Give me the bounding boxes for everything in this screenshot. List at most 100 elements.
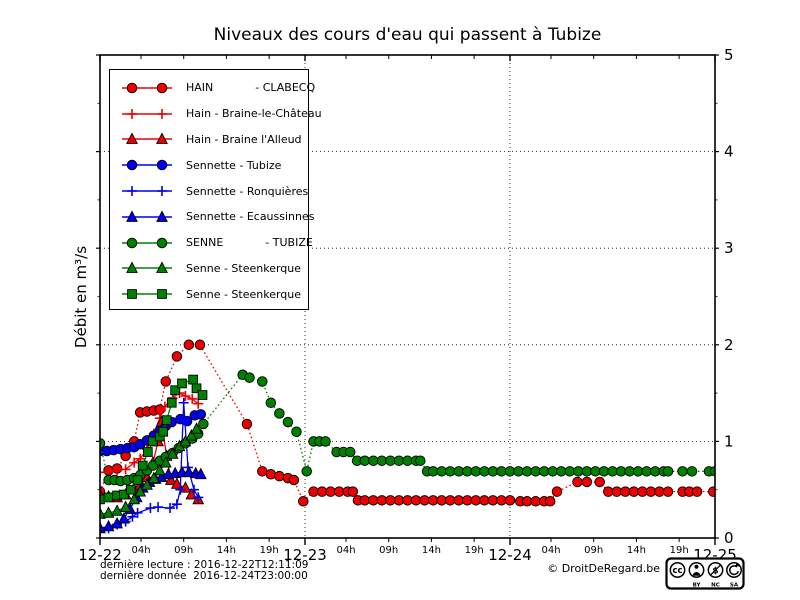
legend-label: Sennette - Tubize (186, 158, 282, 172)
legend-sample-circle-icon (122, 160, 172, 171)
y-tick-label: 3 (724, 239, 734, 257)
circle-marker-icon (345, 446, 356, 458)
circle-marker-icon (241, 418, 253, 430)
legend-item-8: Senne - Steenkerque (110, 281, 308, 307)
square-marker-icon (158, 426, 169, 437)
triangle-marker-icon (100, 521, 106, 534)
circle-marker-icon (551, 486, 563, 497)
square-marker-icon (137, 460, 148, 471)
triangle-marker-icon (128, 492, 141, 505)
cc-license-badge: cc $ BY NC SA (665, 557, 745, 590)
triangle-marker-icon (111, 504, 124, 516)
circle-marker-icon (274, 408, 285, 419)
circle-marker-icon (156, 82, 168, 94)
square-marker-icon (177, 378, 187, 389)
x-minor-tick-label: 09h (584, 545, 603, 556)
y-tick-label: 1 (724, 432, 734, 450)
circle-marker-icon (183, 339, 195, 351)
triangle-marker-icon (119, 500, 132, 512)
triangle-marker-icon (126, 210, 138, 222)
circle-marker-icon (301, 466, 312, 477)
circle-marker-icon (244, 372, 255, 383)
series-7 (100, 422, 203, 519)
legend-sample-triangle-icon (122, 210, 172, 222)
legend-item-4: Sennette - Ronquières (110, 178, 308, 204)
triangle-marker-icon (153, 463, 166, 476)
plus-marker-icon (145, 503, 156, 514)
circle-marker-icon (198, 418, 209, 430)
triangle-marker-icon (179, 434, 192, 447)
x-major-tick-label: 12-23 (283, 546, 327, 564)
cc-badge-frame (665, 557, 745, 590)
triangle-marker-icon (102, 506, 115, 518)
square-marker-icon (142, 447, 153, 457)
square-marker-icon (103, 492, 114, 503)
circle-marker-icon (347, 486, 359, 497)
y-tick-label: 4 (724, 143, 734, 161)
plus-marker-icon (157, 186, 167, 197)
triangle-marker-icon (102, 519, 115, 532)
x-minor-tick-label: 04h (131, 545, 150, 556)
circle-marker-icon (709, 466, 715, 477)
circle-marker-icon (594, 476, 605, 488)
plus-marker-icon (193, 398, 204, 409)
circle-marker-icon (291, 426, 302, 437)
legend: HAIN - CLABECQ Hain - Braine-le-Château Ha… (109, 69, 322, 310)
legend-sample-plus-icon (122, 108, 172, 119)
circle-marker-icon (274, 470, 285, 482)
legend-sample-square-icon (122, 289, 172, 300)
square-marker-icon (125, 484, 136, 495)
circle-marker-icon (662, 466, 674, 477)
legend-item-6: SENNE - TUBIZE (110, 230, 313, 256)
sa-share-alike-icon (726, 562, 742, 578)
circle-marker-icon (677, 466, 688, 477)
circle-marker-icon (691, 486, 703, 497)
legend-label: Senne - Steenkerque (186, 261, 302, 275)
square-marker-icon (197, 390, 208, 400)
last-reading-text: dernière lecture : 2016-12-22T12:11:09 (100, 559, 309, 571)
circle-marker-icon (126, 237, 138, 248)
triangle-marker-icon (194, 467, 207, 480)
plus-marker-icon (193, 492, 204, 503)
legend-item-3: Sennette - Tubize (110, 152, 308, 178)
triangle-marker-icon (156, 210, 168, 222)
circle-marker-icon (160, 376, 172, 387)
circle-marker-icon (257, 376, 268, 387)
copyright-text: © DroitDeRegard.be (547, 562, 660, 575)
x-minor-tick-label: 14h (422, 545, 441, 556)
square-marker-icon (188, 374, 198, 385)
legend-item-2: Hain - Braine l'Alleud (110, 127, 308, 153)
series-0 (100, 339, 715, 507)
legend-label: Hain - Braine-le-Château (186, 107, 322, 121)
x-minor-tick-label: 09h (174, 545, 193, 556)
circle-marker-icon (171, 351, 183, 362)
circle-marker-icon (288, 474, 300, 486)
circle-marker-icon (544, 496, 556, 507)
legend-item-1: Hain - Braine-le-Château (110, 101, 322, 127)
nc-no-dollar-icon: $ (707, 562, 724, 578)
triangle-marker-icon (182, 465, 195, 478)
triangle-marker-icon (156, 261, 168, 274)
square-marker-icon (132, 475, 143, 485)
x-minor-tick-label: 19h (670, 545, 689, 556)
legend-item-0: HAIN - CLABECQ (110, 75, 315, 101)
legend-sample-plus-icon (122, 186, 172, 197)
legend-label: SENNE - TUBIZE (186, 236, 313, 250)
square-marker-icon (191, 383, 202, 394)
x-minor-tick-label: 14h (217, 545, 236, 556)
legend-sample-circle-icon (122, 237, 172, 248)
circle-marker-icon (156, 160, 168, 171)
plus-marker-icon (129, 457, 140, 468)
by-person-icon (688, 562, 705, 578)
x-major-tick-label: 12-24 (488, 546, 532, 564)
x-minor-tick-label: 04h (336, 545, 355, 556)
circle-marker-icon (265, 468, 277, 480)
triangle-marker-icon (156, 132, 168, 145)
circle-marker-icon (195, 409, 207, 420)
legend-label: Hain - Braine l'Alleud (186, 132, 302, 146)
nc-label: NC (711, 583, 720, 589)
cc-icon: cc (669, 562, 686, 578)
plus-marker-icon (120, 464, 131, 475)
triangle-marker-icon (126, 261, 138, 274)
y-tick-label: 5 (724, 46, 734, 64)
